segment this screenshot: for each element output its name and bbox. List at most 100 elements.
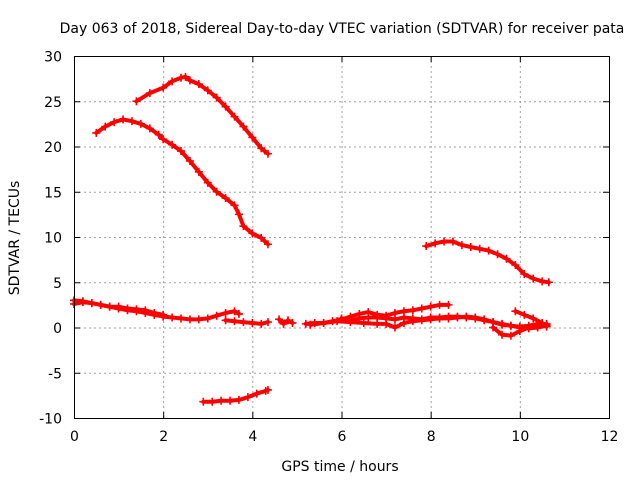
data-point: [301, 319, 310, 328]
data-point: [150, 309, 159, 318]
data-point: [382, 314, 391, 323]
data-point: [136, 119, 145, 128]
data-point: [194, 315, 203, 324]
data-point: [364, 313, 373, 322]
data-point: [203, 178, 212, 187]
data-point: [288, 318, 297, 327]
data-point: [466, 242, 475, 251]
series-arc-g: [275, 315, 297, 328]
data-point: [234, 395, 243, 404]
data-point: [515, 327, 524, 336]
data-point: [252, 389, 261, 398]
data-point: [87, 299, 96, 308]
data-point: [119, 115, 128, 124]
series-arc-l: [511, 307, 551, 331]
data-point: [230, 112, 239, 121]
y-tick-label: 30: [44, 50, 62, 66]
data-point: [159, 310, 168, 319]
data-point: [234, 210, 243, 219]
x-tick-label: 12: [601, 429, 619, 445]
series-arc-m: [199, 385, 272, 406]
series-line: [134, 74, 270, 156]
data-point: [484, 246, 493, 255]
data-point: [159, 135, 168, 144]
data-point: [480, 316, 489, 325]
data-point: [127, 117, 136, 126]
data-point: [221, 194, 230, 203]
data-point: [185, 156, 194, 165]
data-point: [141, 306, 150, 315]
data-point: [199, 397, 208, 406]
data-point: [306, 320, 315, 329]
data-point: [506, 331, 515, 340]
data-point: [284, 316, 292, 325]
x-tick-label: 6: [338, 429, 347, 445]
data-point: [263, 385, 272, 394]
data-point: [221, 102, 230, 111]
data-point: [145, 124, 154, 133]
x-tick-label: 4: [248, 429, 257, 445]
data-point: [346, 316, 355, 325]
data-point: [498, 330, 506, 339]
data-point: [333, 317, 342, 326]
data-point: [498, 320, 506, 329]
data-point: [444, 312, 453, 321]
series-line: [277, 317, 295, 326]
data-point: [257, 144, 266, 153]
data-point: [529, 274, 538, 283]
data-point: [230, 307, 239, 316]
plot-frame: [74, 56, 610, 419]
series-arc-b: [92, 115, 272, 249]
data-point: [110, 118, 119, 127]
data-point: [217, 396, 226, 405]
data-point: [263, 318, 272, 327]
data-point: [529, 314, 538, 323]
data-point: [239, 122, 248, 131]
data-point: [337, 314, 346, 323]
data-point: [168, 77, 177, 86]
data-point: [257, 233, 266, 242]
data-point: [181, 72, 190, 81]
data-point: [453, 312, 462, 321]
data-point: [145, 89, 154, 98]
data-point: [511, 307, 520, 316]
data-point: [101, 122, 110, 131]
series-arc-a: [132, 72, 272, 158]
data-point: [506, 321, 515, 330]
series-arc-i: [306, 312, 551, 332]
x-tick-label: 2: [159, 429, 168, 445]
data-point: [448, 237, 457, 246]
data-point: [542, 322, 551, 331]
data-point: [544, 278, 553, 287]
y-tick-label: 10: [44, 231, 62, 247]
data-point: [462, 313, 471, 322]
data-point: [203, 314, 212, 323]
y-tick-label: -5: [48, 366, 62, 382]
data-point: [373, 313, 382, 322]
data-point: [417, 315, 426, 324]
data-point: [435, 300, 444, 309]
data-point: [96, 300, 105, 309]
x-axis-label: GPS time / hours: [281, 459, 398, 475]
data-point: [226, 396, 235, 405]
data-point: [92, 128, 101, 137]
data-point: [538, 277, 547, 286]
data-point: [221, 309, 230, 318]
data-point: [212, 311, 221, 320]
series-arc-e: [70, 298, 168, 319]
data-point: [399, 313, 408, 322]
data-point: [408, 314, 417, 323]
data-layer: [70, 72, 553, 406]
data-point: [502, 254, 511, 263]
series-line: [94, 117, 270, 247]
y-tick-label: -10: [39, 412, 62, 428]
series-arc-f: [221, 316, 272, 328]
data-point: [123, 304, 132, 313]
data-point: [212, 93, 221, 102]
data-point: [243, 393, 252, 402]
y-tick-label: 25: [44, 95, 62, 111]
x-tick-label: 10: [511, 429, 529, 445]
y-tick-label: 20: [44, 140, 62, 156]
data-point: [440, 237, 449, 246]
